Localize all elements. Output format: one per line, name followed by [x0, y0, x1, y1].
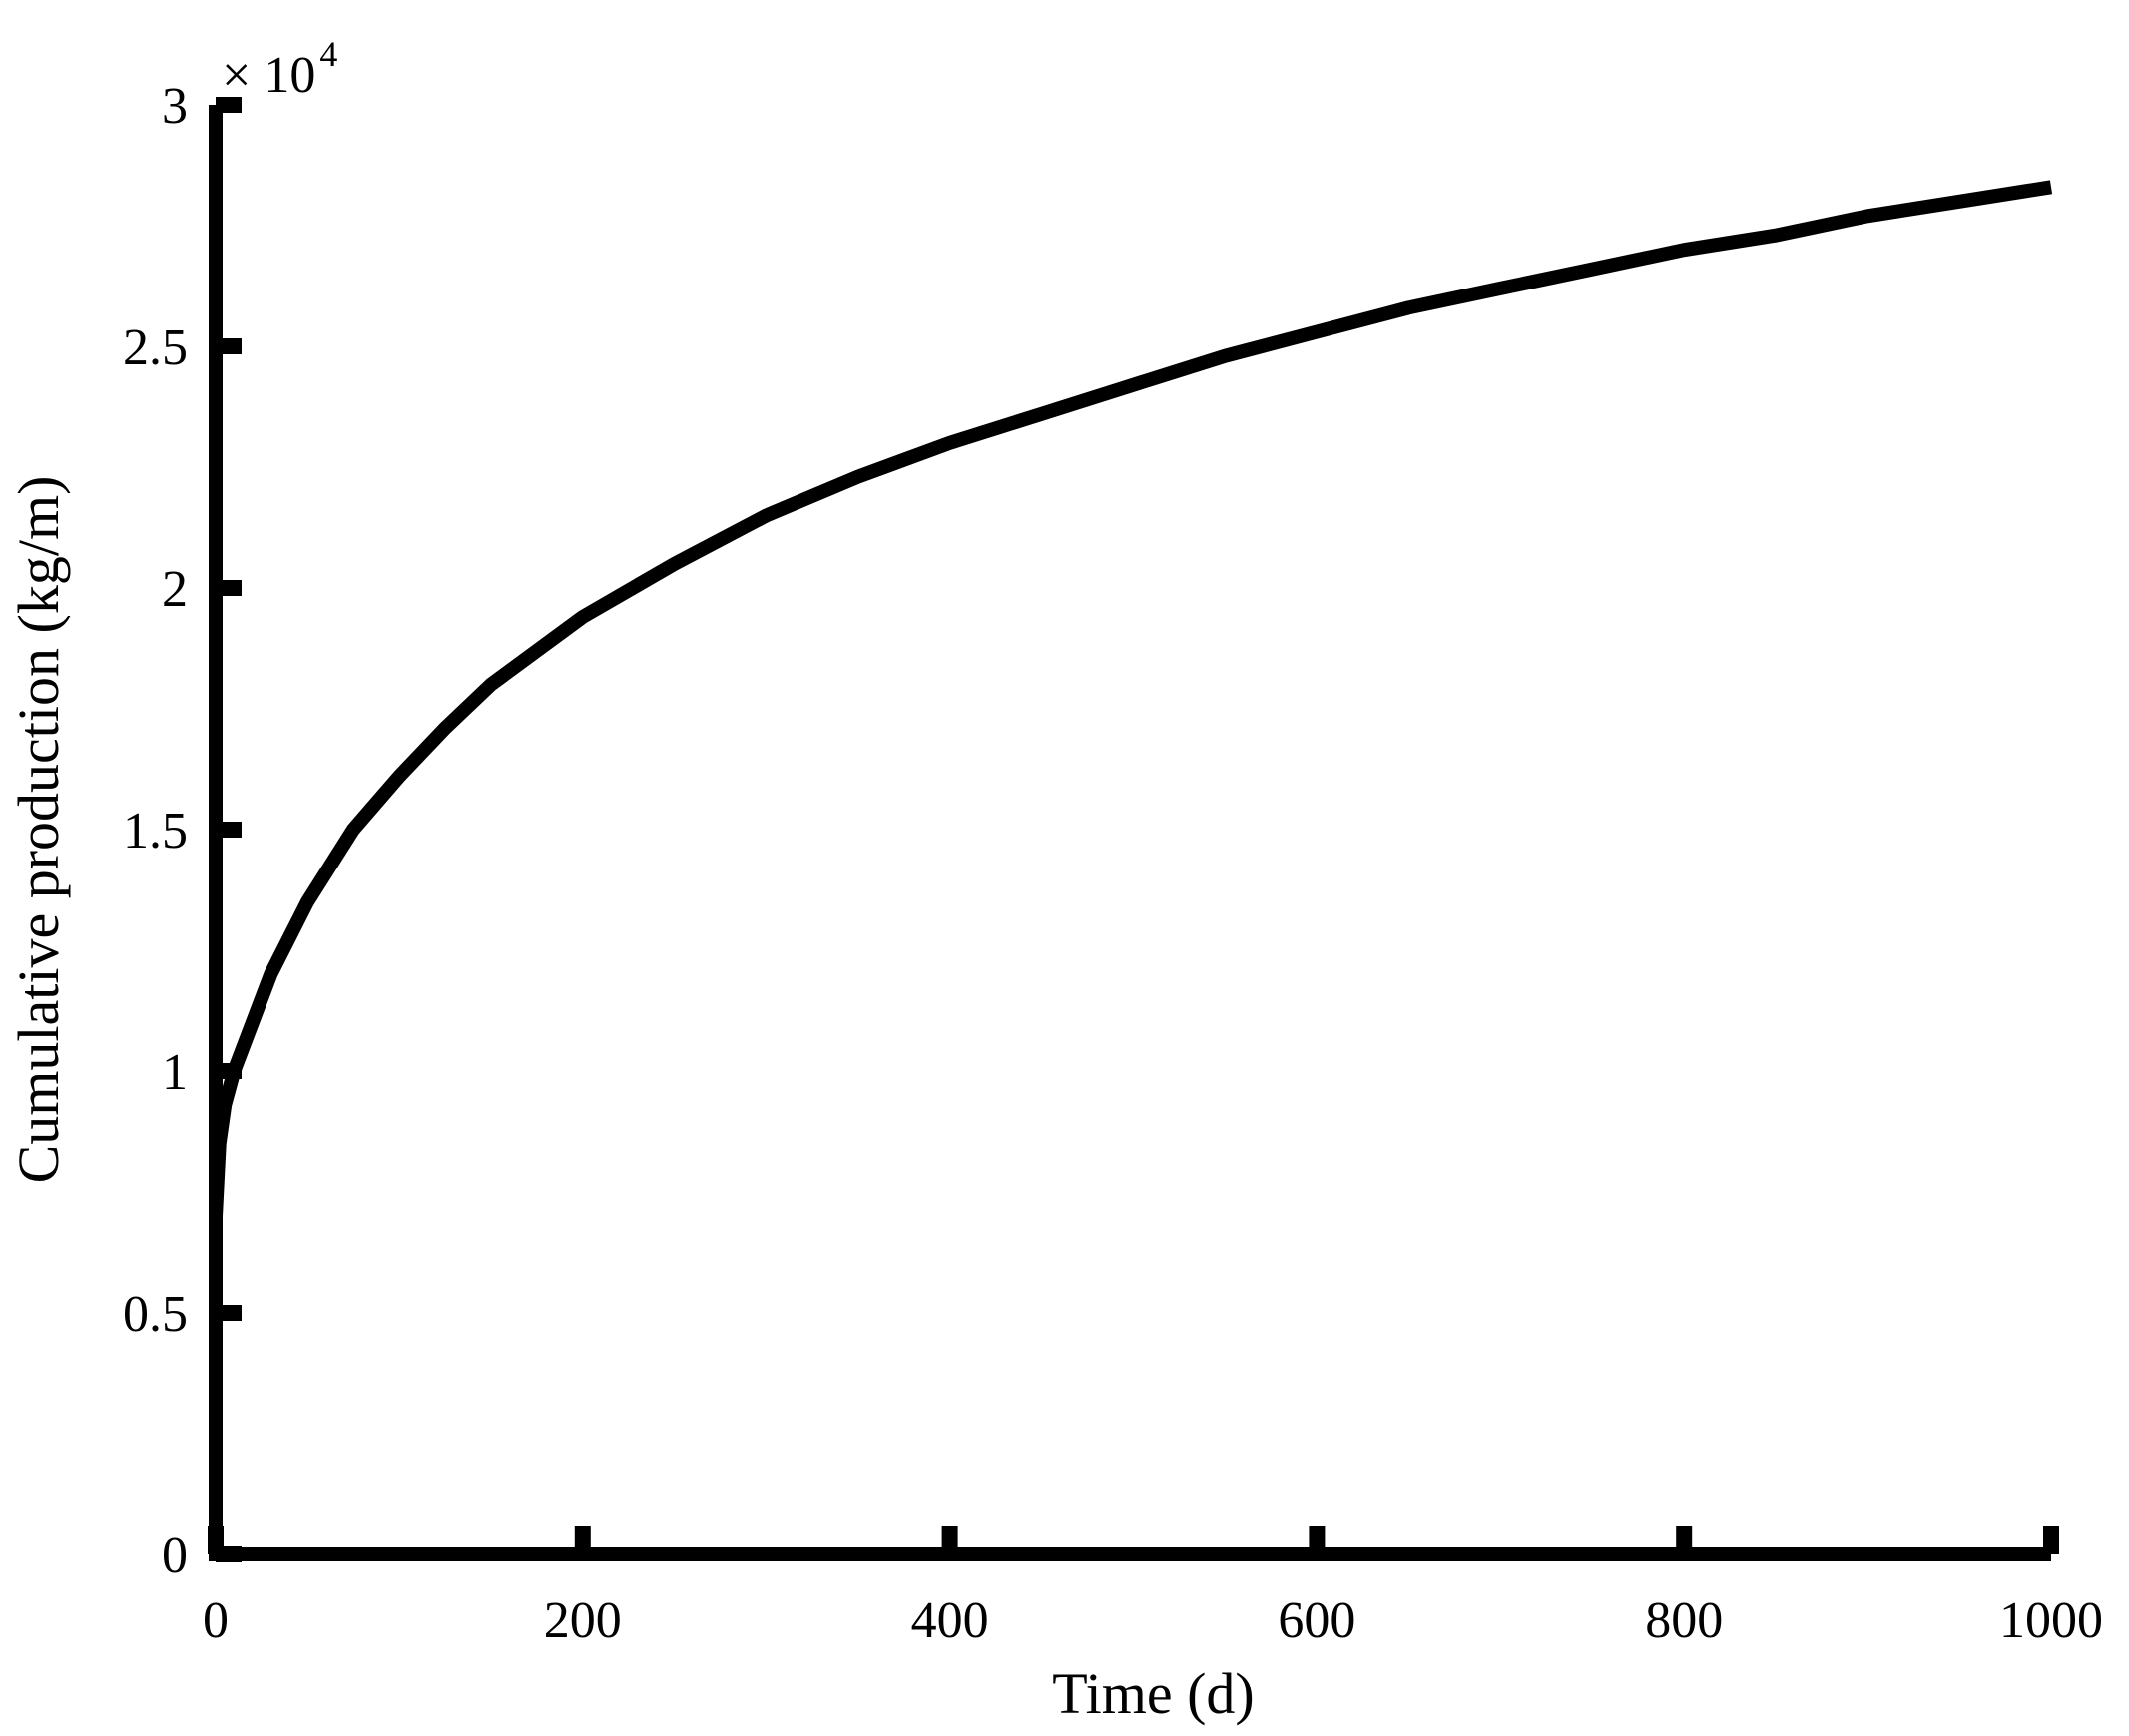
- y-tick-labels: 0 0.5 1 1.5 2 2.5 3: [123, 78, 188, 1584]
- x-tick-label-2: 400: [911, 1592, 989, 1649]
- y-tick-label-2: 1: [162, 1044, 188, 1101]
- x-tick-label-5: 1000: [1999, 1592, 2103, 1649]
- x-axis-title: Time (d): [1052, 1661, 1255, 1726]
- x-tick-label-1: 200: [544, 1592, 622, 1649]
- x-tick-label-0: 0: [203, 1592, 229, 1649]
- y-tick-label-6: 3: [162, 78, 188, 135]
- y-multiplier-exponent: 4: [319, 34, 337, 74]
- y-tick-label-5: 2.5: [123, 319, 188, 376]
- ticks-layer: [208, 97, 2059, 1562]
- y-tick-label-1: 0.5: [123, 1286, 188, 1343]
- x-tick-label-3: 600: [1278, 1592, 1355, 1649]
- y-multiplier-base: × 10: [222, 47, 315, 104]
- x-tick-label-4: 800: [1645, 1592, 1723, 1649]
- y-axis-multiplier: × 10 4: [222, 34, 337, 104]
- x-tick-labels: 0 200 400 600 800 1000: [203, 1592, 2103, 1649]
- y-tick-label-3: 1.5: [123, 803, 188, 860]
- y-axis-title: Cumulative production (kg/m): [6, 476, 71, 1184]
- y-tick-label-4: 2: [162, 561, 188, 618]
- series-line: [209, 180, 2053, 1217]
- y-tick-label-0: 0: [162, 1527, 188, 1584]
